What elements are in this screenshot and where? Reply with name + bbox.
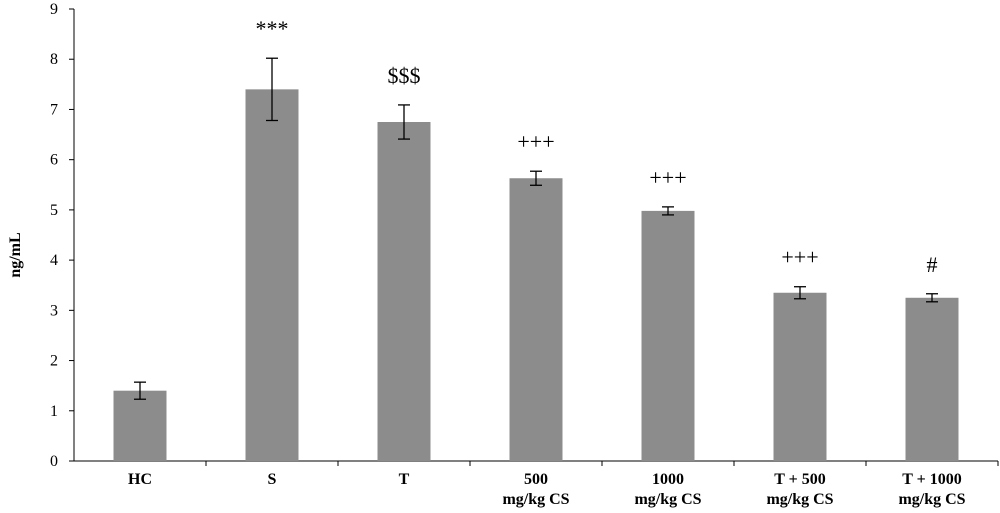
- bar: [377, 122, 431, 461]
- x-category-label: S: [268, 471, 277, 488]
- bars-group: [113, 89, 959, 461]
- significance-annotation: +++: [517, 129, 554, 154]
- y-tick-label: 4: [50, 252, 58, 269]
- x-category-labels: HC S T 500 mg/kg CS 1000 mg/kg CS T + 500 mg/kg …: [128, 471, 966, 508]
- y-tick-labels: 0 1 2 3 4 5 6 7 8 9: [50, 1, 58, 470]
- y-tick-label: 2: [50, 353, 58, 370]
- y-tick-label: 8: [50, 51, 58, 68]
- bar: [113, 390, 167, 461]
- bar: [245, 89, 299, 461]
- significance-annotation: ***: [256, 16, 289, 41]
- y-tick-label: 5: [50, 202, 58, 219]
- significance-annotation: #: [927, 252, 938, 277]
- bar: [641, 210, 695, 461]
- significance-annotation: $$$: [388, 63, 421, 88]
- y-tick-label: 6: [50, 152, 58, 169]
- y-tick-label: 1: [50, 403, 58, 420]
- annotations-group: *** $$$ +++ +++ +++ #: [256, 16, 938, 277]
- y-axis-title: ng/mL: [7, 232, 24, 277]
- bar: [905, 297, 959, 461]
- y-tick-label: 0: [50, 453, 58, 470]
- y-tick-label: 7: [50, 101, 58, 118]
- x-category-label: 1000 mg/kg CS: [634, 471, 701, 508]
- x-category-label: T + 1000 mg/kg CS: [898, 471, 965, 508]
- significance-annotation: +++: [781, 245, 818, 270]
- significance-annotation: +++: [649, 165, 686, 190]
- bar: [509, 178, 563, 461]
- error-bars-group: [134, 57, 938, 400]
- y-tick-label: 9: [50, 1, 58, 18]
- x-category-label: T: [399, 471, 410, 488]
- y-tick-label: 3: [50, 302, 58, 319]
- bar: [773, 292, 827, 461]
- x-category-label: T + 500 mg/kg CS: [766, 471, 833, 508]
- x-category-label: 500 mg/kg CS: [502, 471, 569, 508]
- x-category-label: HC: [128, 471, 152, 488]
